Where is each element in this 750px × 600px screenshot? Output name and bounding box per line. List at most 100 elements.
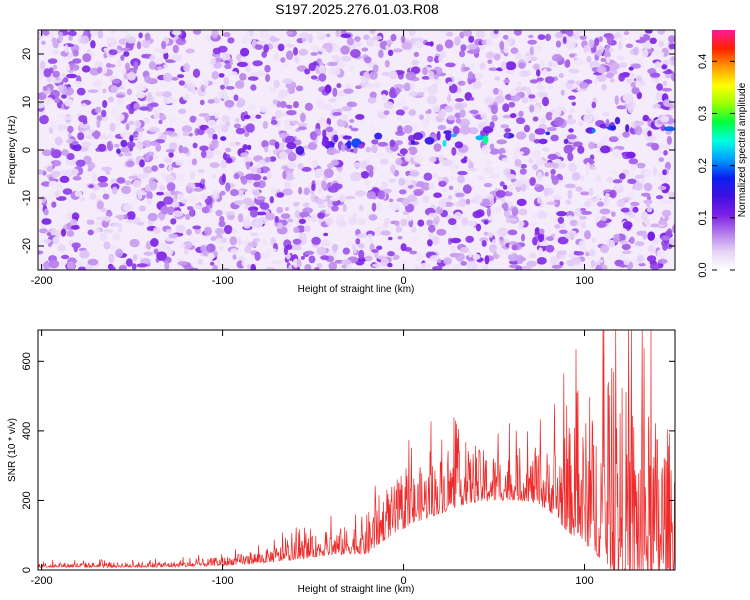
- spectrogram-cell: [217, 90, 228, 99]
- spectrogram-cell: [123, 51, 130, 57]
- spectrogram-cell: [622, 221, 633, 230]
- spectrogram-cell: [185, 48, 195, 54]
- spectrogram-cell: [512, 180, 523, 188]
- spectrogram-cell: [74, 190, 83, 197]
- spectrogram-cell: [353, 145, 358, 154]
- spectrogram-cell: [537, 34, 546, 40]
- spectrogram-cell: [440, 50, 447, 58]
- spectrogram-cell: [518, 220, 525, 227]
- spectrogram-cell: [317, 212, 325, 219]
- spectrogram-cell: [350, 127, 359, 132]
- spectrogram-cell: [189, 115, 197, 123]
- spectrogram-cell: [545, 33, 551, 42]
- spectrogram-cell: [135, 83, 145, 92]
- spectrogram-cell: [655, 195, 664, 200]
- spectrogram-cell: [568, 68, 580, 74]
- spectrogram-cell: [606, 239, 616, 248]
- spectrogram-cell: [142, 172, 149, 179]
- spectrogram-cell: [133, 61, 139, 71]
- spectrogram-cell: [350, 171, 362, 182]
- spectrogram-cell: [158, 46, 169, 54]
- spectrogram-cell: [426, 95, 438, 105]
- spectrogram-cell: [343, 88, 354, 94]
- spectrogram-cell: [544, 171, 549, 177]
- spectrogram-cell: [274, 215, 279, 223]
- spectrogram-cell: [349, 119, 355, 123]
- spectrogram-cell: [346, 101, 358, 108]
- spectrogram-cell: [327, 186, 339, 193]
- spectrogram-y-tick-label: -20: [21, 238, 33, 254]
- spectrogram-cell: [638, 177, 646, 184]
- spectrogram-cell: [215, 58, 222, 62]
- spectrogram-cell: [101, 109, 107, 118]
- spectrogram-cell: [66, 261, 76, 270]
- spectrogram-cell: [156, 251, 167, 261]
- spectrogram-cell: [110, 85, 118, 93]
- spectrogram-cell: [662, 70, 674, 75]
- spectrogram-cell: [459, 246, 470, 254]
- spectrogram-cell: [490, 104, 498, 115]
- spectrogram-cell: [601, 264, 608, 270]
- spectrogram-cell: [102, 88, 107, 94]
- spectrogram-cell: [620, 227, 628, 235]
- spectrogram-cell: [335, 30, 341, 38]
- spectrogram-cell: [179, 243, 186, 249]
- colorbar-tick-label: 0.1: [697, 210, 709, 225]
- spectrogram-cell: [505, 30, 514, 37]
- spectrogram-cell: [135, 127, 145, 132]
- spectrogram-cell: [590, 166, 597, 171]
- spectrogram-cell: [642, 48, 649, 58]
- spectrogram-cell: [233, 123, 241, 129]
- spectrogram-cell: [487, 232, 494, 238]
- spectrogram-cell: [344, 195, 356, 200]
- spectrogram-cell: [593, 114, 599, 121]
- spectrogram-cell: [72, 58, 82, 64]
- spectrogram-cell: [585, 107, 594, 114]
- spectrogram-cell: [438, 180, 447, 187]
- spectrogram-cell: [503, 210, 511, 218]
- spectrogram-cell: [201, 206, 210, 214]
- colorbar-tick-label: 0.4: [697, 54, 709, 69]
- spectrogram-cell: [182, 131, 190, 137]
- spectrogram-cell: [148, 126, 160, 133]
- spectrogram-cell: [449, 252, 460, 258]
- spectrogram-cell: [371, 144, 378, 154]
- spectrogram-cell: [606, 39, 613, 44]
- spectrogram-cell: [466, 220, 477, 227]
- spectrogram-cell: [280, 57, 286, 63]
- spectrogram-cell: [668, 35, 675, 43]
- spectrogram-cell: [462, 30, 473, 37]
- spectrogram-cell: [553, 158, 562, 164]
- spectrogram-cell: [418, 253, 423, 261]
- spectrogram-cell: [85, 264, 93, 270]
- spectrogram-cell: [338, 194, 347, 203]
- spectrogram-cell: [220, 159, 228, 169]
- spectrogram-cell: [218, 245, 224, 252]
- spectrogram-cell: [623, 31, 630, 36]
- spectrogram-cell: [298, 232, 307, 242]
- spectrogram-cell: [155, 143, 162, 152]
- spectrogram-cell: [168, 164, 173, 173]
- spectrogram-cell: [160, 205, 170, 215]
- spectrogram-cell: [191, 158, 198, 166]
- spectrogram-cell: [526, 260, 537, 268]
- spectrogram-cell: [585, 170, 590, 178]
- spectrogram-cell: [605, 192, 610, 198]
- spectrogram-cell: [229, 71, 238, 77]
- spectrogram-cell: [483, 182, 493, 188]
- spectrogram-cell: [63, 116, 74, 120]
- spectrogram-cell: [535, 183, 540, 188]
- spectrogram-cell: [502, 103, 510, 113]
- spectrogram-cell: [468, 127, 479, 135]
- spectrogram-cell: [131, 263, 137, 270]
- spectrogram-cell: [529, 104, 535, 113]
- spectrogram-cell: [610, 124, 617, 131]
- spectrogram-cell: [110, 266, 116, 270]
- spectrogram-cell: [220, 136, 227, 142]
- spectrogram-cell: [107, 64, 116, 68]
- spectrogram-cell: [321, 139, 329, 147]
- spectrogram-cell: [238, 190, 244, 199]
- spectrogram-cell: [195, 118, 204, 126]
- spectrogram-cell: [378, 49, 384, 58]
- spectrogram-cell: [126, 141, 136, 148]
